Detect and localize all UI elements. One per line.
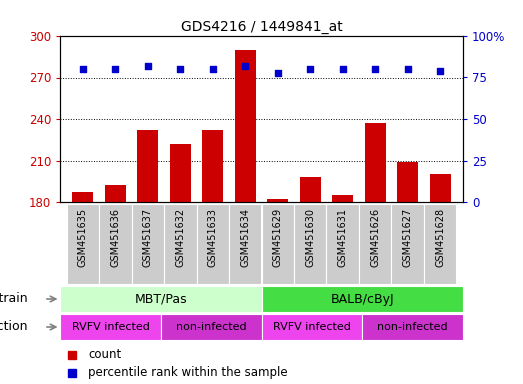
Point bbox=[144, 63, 152, 69]
Bar bbox=[267, 199, 288, 202]
Text: GSM451626: GSM451626 bbox=[370, 208, 380, 267]
Text: strain: strain bbox=[0, 293, 28, 306]
Bar bbox=[262, 286, 463, 312]
Text: RVFV infected: RVFV infected bbox=[273, 322, 351, 332]
Bar bbox=[197, 204, 229, 284]
Bar bbox=[294, 204, 326, 284]
Text: count: count bbox=[88, 348, 121, 361]
Point bbox=[371, 66, 379, 72]
Bar bbox=[161, 314, 262, 340]
Bar bbox=[132, 204, 164, 284]
Bar bbox=[229, 204, 262, 284]
Text: RVFV infected: RVFV infected bbox=[72, 322, 150, 332]
Point bbox=[306, 66, 314, 72]
Text: non-infected: non-infected bbox=[377, 322, 448, 332]
Text: GSM451634: GSM451634 bbox=[240, 208, 251, 267]
Point bbox=[209, 66, 217, 72]
Text: percentile rank within the sample: percentile rank within the sample bbox=[88, 366, 288, 379]
Bar bbox=[72, 192, 94, 202]
Point bbox=[403, 66, 412, 72]
Title: GDS4216 / 1449841_at: GDS4216 / 1449841_at bbox=[180, 20, 343, 33]
Bar bbox=[391, 204, 424, 284]
Bar bbox=[105, 185, 126, 202]
Text: GSM451636: GSM451636 bbox=[110, 208, 120, 267]
Bar bbox=[300, 177, 321, 202]
Point bbox=[111, 66, 120, 72]
Bar bbox=[262, 204, 294, 284]
Text: MBT/Pas: MBT/Pas bbox=[134, 293, 187, 306]
Bar bbox=[164, 204, 197, 284]
Text: GSM451628: GSM451628 bbox=[435, 208, 445, 267]
Point bbox=[436, 68, 445, 74]
Text: GSM451637: GSM451637 bbox=[143, 208, 153, 267]
Text: GSM451635: GSM451635 bbox=[78, 208, 88, 267]
Point bbox=[274, 70, 282, 76]
Bar bbox=[429, 174, 451, 202]
Bar bbox=[137, 130, 158, 202]
Text: GSM451632: GSM451632 bbox=[175, 208, 185, 267]
Bar bbox=[235, 50, 256, 202]
Bar bbox=[262, 314, 362, 340]
Bar bbox=[99, 204, 132, 284]
Point bbox=[176, 66, 185, 72]
Point bbox=[78, 66, 87, 72]
Bar bbox=[365, 123, 386, 202]
Text: GSM451633: GSM451633 bbox=[208, 208, 218, 267]
Text: non-infected: non-infected bbox=[176, 322, 246, 332]
Bar bbox=[60, 286, 262, 312]
Bar bbox=[60, 314, 161, 340]
Text: BALB/cByJ: BALB/cByJ bbox=[331, 293, 394, 306]
Bar bbox=[359, 204, 391, 284]
Text: infection: infection bbox=[0, 321, 28, 333]
Bar bbox=[424, 204, 457, 284]
Bar bbox=[170, 144, 191, 202]
Text: GSM451631: GSM451631 bbox=[338, 208, 348, 267]
Bar bbox=[202, 130, 223, 202]
Point bbox=[338, 66, 347, 72]
Text: GSM451629: GSM451629 bbox=[272, 208, 283, 267]
Bar bbox=[362, 314, 463, 340]
Bar bbox=[397, 162, 418, 202]
Point bbox=[241, 63, 249, 69]
Bar bbox=[66, 204, 99, 284]
Bar bbox=[332, 195, 353, 202]
Text: GSM451630: GSM451630 bbox=[305, 208, 315, 267]
Text: GSM451627: GSM451627 bbox=[403, 208, 413, 267]
Bar bbox=[326, 204, 359, 284]
